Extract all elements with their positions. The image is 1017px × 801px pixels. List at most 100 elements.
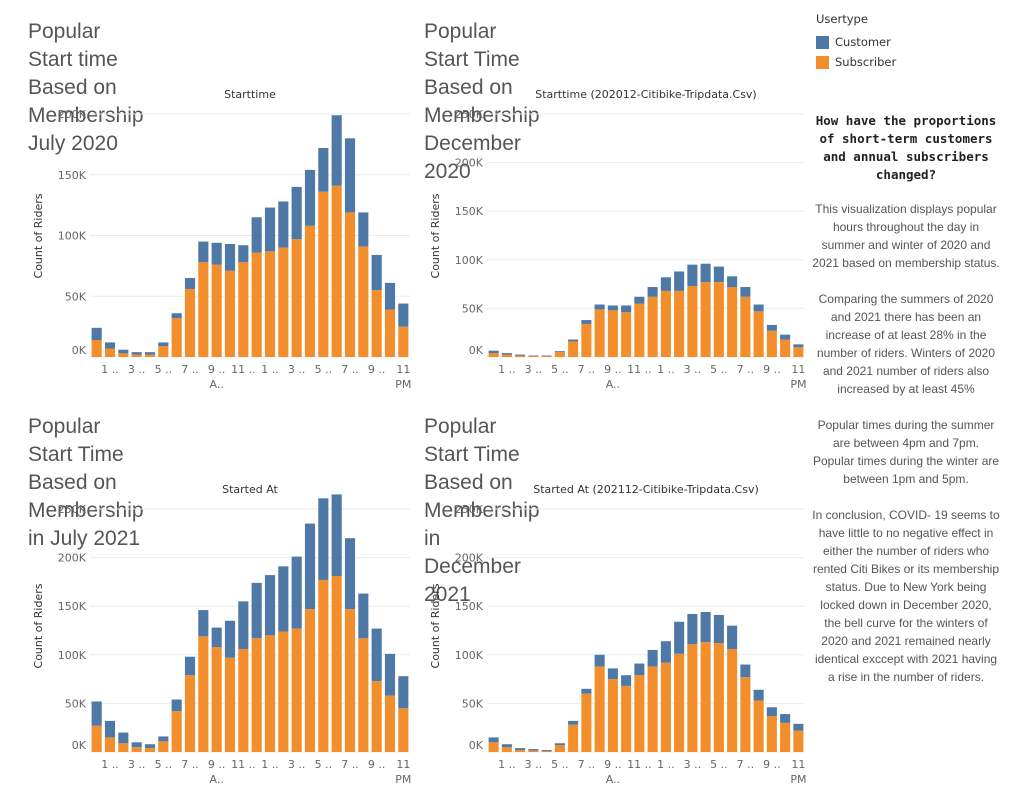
legend-item-subscriber[interactable]: Subscriber	[816, 52, 896, 72]
bar-subscriber	[528, 356, 539, 357]
bar-subscriber	[318, 191, 329, 357]
bar-subscriber	[594, 309, 605, 357]
x-tick-label-sub: PM	[790, 378, 806, 391]
bar-customer	[384, 653, 396, 696]
bar-customer	[780, 714, 791, 723]
bar-subscriber	[158, 346, 169, 357]
bar-customer	[607, 305, 618, 311]
y-tick-label: 50K	[65, 697, 87, 710]
bar-subscriber	[647, 296, 658, 357]
y-tick-label: 100K	[58, 649, 87, 662]
bar-customer	[118, 349, 129, 354]
bar-customer	[144, 352, 156, 355]
x-tick-label: 3 ..	[288, 363, 306, 376]
x-tick-label: 1 ..	[261, 758, 279, 771]
bar-customer	[291, 556, 302, 629]
bar-customer	[224, 620, 236, 658]
y-tick-label: 100K	[58, 230, 87, 243]
bar-customer	[264, 207, 276, 252]
bar-subscriber	[674, 290, 685, 357]
bar-customer	[104, 720, 116, 738]
bar-subscriber	[766, 330, 777, 357]
y-tick-label: 100K	[455, 649, 484, 662]
bar-customer	[501, 744, 512, 748]
bar-subscriber	[501, 354, 512, 357]
bar-customer	[158, 736, 169, 742]
bar-subscriber	[674, 653, 685, 752]
bar-customer	[713, 614, 724, 644]
x-tick-label: 3 ..	[525, 363, 543, 376]
bar-subscriber	[740, 677, 751, 752]
x-tick-label-sub: PM	[395, 773, 411, 786]
bar-subscriber	[344, 212, 356, 357]
bar-customer	[184, 278, 196, 289]
customer-swatch	[816, 35, 829, 49]
bar-subscriber	[198, 636, 209, 752]
bar-customer	[740, 287, 751, 297]
bar-customer	[118, 732, 129, 744]
bar-customer	[91, 701, 102, 726]
bar-customer	[488, 350, 499, 354]
bar-subscriber	[488, 353, 499, 357]
bar-subscriber	[91, 339, 102, 357]
x-tick-label-sub: A..	[606, 773, 620, 786]
bar-customer	[581, 688, 592, 694]
bar-customer	[740, 664, 751, 678]
bar-subscriber	[780, 339, 791, 357]
x-tick-label: 5 ..	[710, 363, 728, 376]
bar-subscriber	[104, 737, 116, 752]
bar-subscriber	[224, 657, 236, 752]
bar-customer	[687, 613, 698, 645]
x-tick-label: 9 ..	[763, 363, 781, 376]
bar-customer	[238, 601, 249, 649]
y-tick-label: 250K	[455, 108, 484, 121]
bar-subscriber	[224, 270, 236, 357]
bar-subscriber	[780, 722, 791, 752]
y-tick-label: 200K	[58, 552, 87, 565]
bar-subscriber	[344, 609, 356, 752]
bar-customer	[91, 327, 102, 340]
bar-subscriber	[793, 730, 804, 752]
bar-subscriber	[568, 341, 579, 357]
x-tick-label-sub: A..	[210, 773, 224, 786]
bar-subscriber	[398, 708, 409, 752]
x-tick-label: 11 ..	[231, 758, 256, 771]
x-tick-label: 7 ..	[737, 758, 755, 771]
x-tick-label: 5 ..	[155, 758, 173, 771]
bar-subscriber	[581, 323, 592, 357]
legend-item-customer[interactable]: Customer	[816, 32, 896, 52]
legend-title: Usertype	[816, 12, 868, 26]
bar-subscriber	[304, 609, 316, 752]
x-tick-label: 3 ..	[684, 363, 702, 376]
bar-subscriber	[144, 354, 156, 357]
bar-customer	[528, 749, 539, 751]
bar-customer	[251, 582, 262, 639]
bar-subscriber	[318, 579, 329, 752]
bar-customer	[674, 271, 685, 291]
bar-customer	[264, 575, 276, 636]
bar-subscriber	[488, 742, 499, 752]
bar-subscriber	[304, 225, 316, 357]
sidebar-description: How have the proportions of short-term c…	[812, 112, 1000, 704]
y-axis-title: Count of Riders	[32, 193, 45, 278]
bar-customer	[621, 305, 632, 313]
bar-customer	[251, 217, 262, 253]
bar-subscriber	[501, 747, 512, 752]
bar-chart-july-2021: 0K 50K 100K 150K 200K 250K Started At Count of …	[32, 483, 411, 786]
bar-subscriber	[634, 675, 645, 752]
bar-subscriber	[184, 675, 196, 752]
y-tick-label: 150K	[58, 600, 87, 613]
bar-subscriber	[331, 576, 342, 752]
x-tick-label: 9 ..	[763, 758, 781, 771]
sidebar-question: How have the proportions of short-term c…	[815, 113, 997, 182]
x-tick-label: 5 ..	[315, 758, 333, 771]
bar-subscriber	[621, 685, 632, 752]
y-tick-label: 0K	[72, 344, 87, 357]
bar-customer	[331, 115, 342, 186]
x-tick-label: 7 ..	[578, 363, 596, 376]
bar-subscriber	[291, 628, 302, 752]
x-tick-label: 11	[791, 363, 805, 376]
bar-customer	[568, 339, 579, 342]
x-tick-label: 7 ..	[341, 363, 359, 376]
bar-customer	[278, 201, 289, 248]
